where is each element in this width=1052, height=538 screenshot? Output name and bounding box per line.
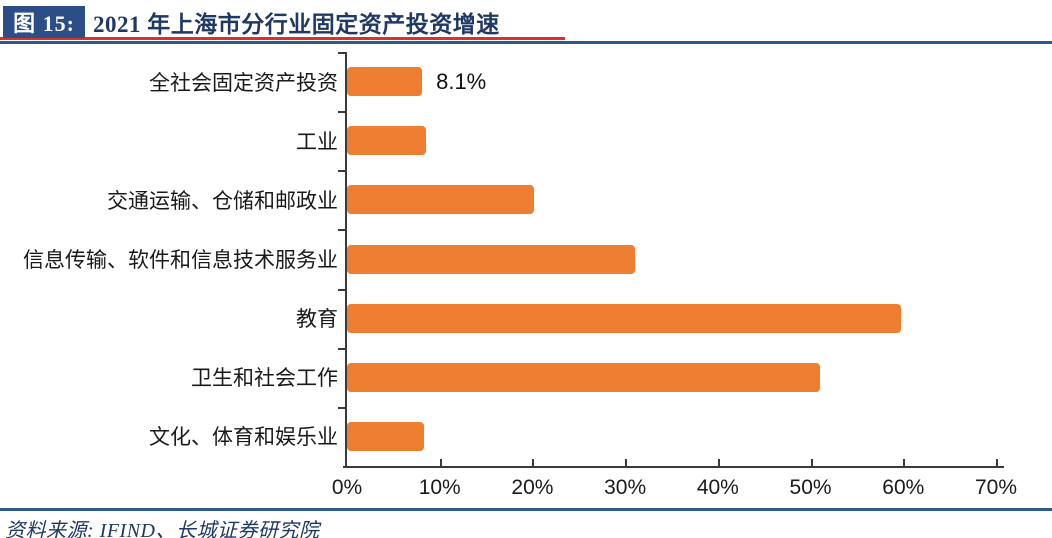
y-axis-tick	[338, 111, 345, 114]
bar	[347, 67, 423, 97]
category-label: 工业	[296, 130, 338, 154]
x-axis-tick	[810, 459, 813, 466]
figure-label: 图 15:	[13, 11, 75, 36]
x-tick-label: 30%	[604, 476, 647, 499]
category-label: 教育	[296, 308, 338, 332]
page-title: 2021 年上海市分行业固定资产投资增速	[93, 12, 500, 37]
x-tick-label: 50%	[789, 476, 832, 499]
bar-value-label: 8.1%	[436, 68, 487, 94]
x-axis	[343, 466, 1004, 468]
title-red-underline	[0, 37, 565, 40]
x-tick-label: 60%	[882, 476, 925, 499]
bar	[347, 362, 820, 392]
x-tick-label: 70%	[974, 476, 1018, 499]
x-axis-tick	[532, 459, 535, 466]
x-tick-label: 10%	[418, 476, 461, 499]
y-axis-tick	[338, 52, 345, 54]
x-axis-tick	[996, 459, 998, 466]
y-axis-tick	[338, 170, 345, 173]
bar	[347, 244, 636, 274]
footer-divider	[0, 508, 1052, 511]
x-axis-tick	[903, 459, 906, 466]
y-axis-tick	[338, 347, 345, 350]
category-label: 全社会固定资产投资	[149, 71, 338, 95]
x-tick-label: 20%	[511, 476, 554, 499]
category-label: 卫生和社会工作	[191, 367, 338, 391]
bar	[347, 185, 535, 215]
bar	[347, 126, 426, 156]
bar	[347, 421, 424, 451]
x-tick-label: 0%	[331, 476, 363, 499]
source-note: 资料来源: IFIND、长城证券研究院	[5, 520, 320, 538]
x-axis-tick	[717, 459, 720, 466]
y-axis-tick	[338, 406, 345, 409]
header-divider	[0, 41, 1052, 44]
x-axis-tick	[625, 459, 628, 466]
y-axis-tick	[338, 288, 345, 291]
figure-number-badge: 图 15:	[3, 6, 85, 38]
category-label: 文化、体育和娱乐业	[149, 426, 338, 450]
x-tick-label: 40%	[696, 476, 739, 499]
bar	[347, 303, 902, 333]
category-label: 交通运输、仓储和邮政业	[107, 189, 338, 213]
y-axis	[345, 52, 347, 468]
category-label: 信息传输、软件和信息技术服务业	[23, 248, 338, 272]
x-axis-tick	[439, 459, 442, 466]
y-axis-tick	[338, 229, 345, 232]
